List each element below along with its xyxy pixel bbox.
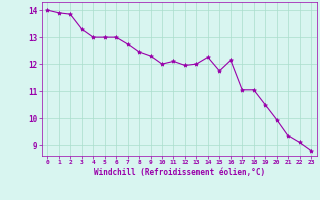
X-axis label: Windchill (Refroidissement éolien,°C): Windchill (Refroidissement éolien,°C) [94, 168, 265, 177]
